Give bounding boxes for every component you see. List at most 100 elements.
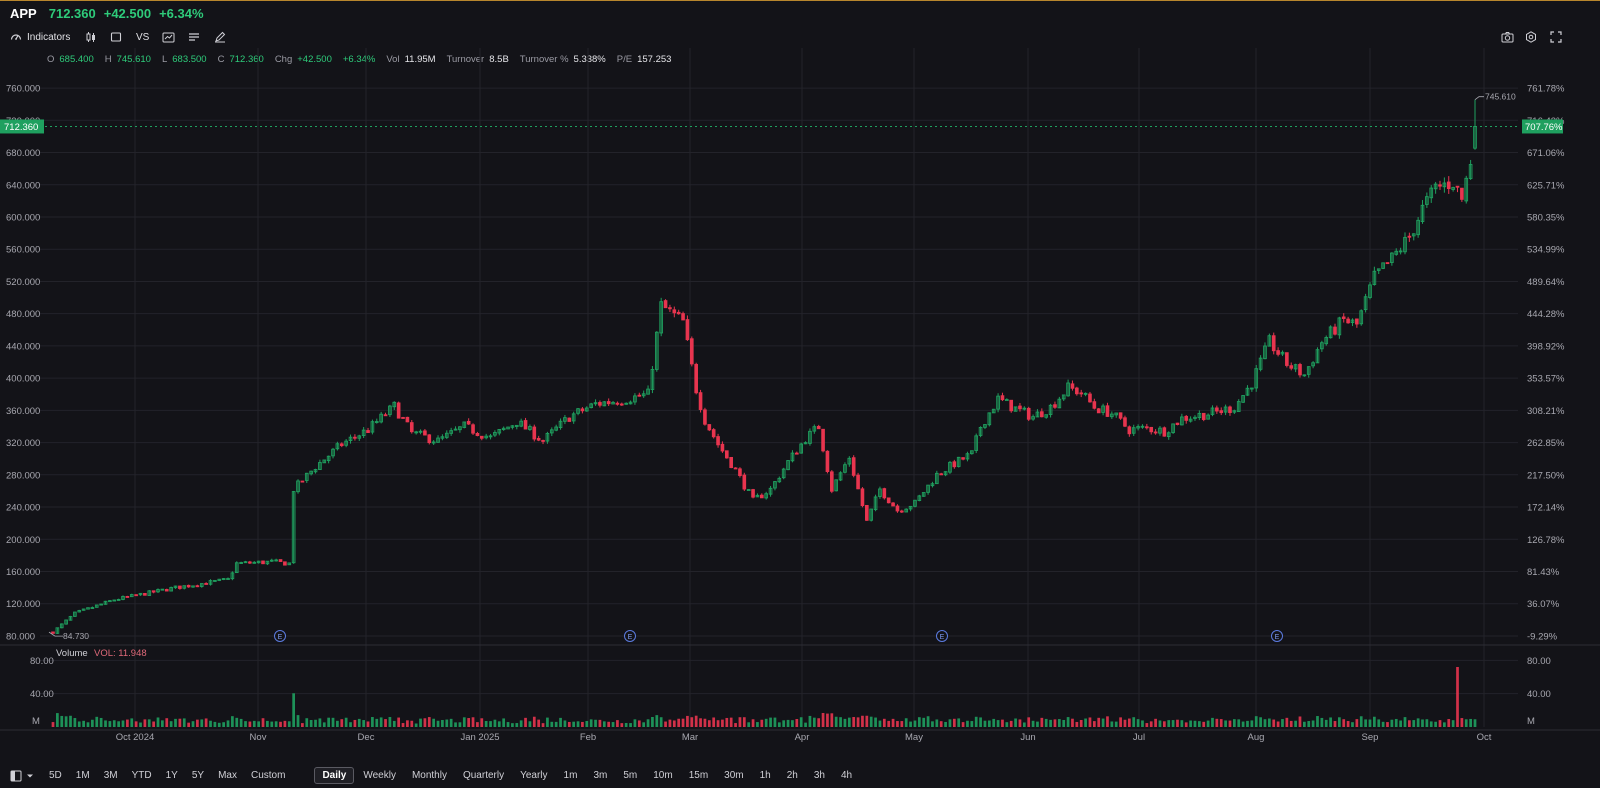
volume-bar bbox=[668, 719, 672, 727]
volume-bar bbox=[1421, 719, 1424, 727]
price-axis-label: 440.000 bbox=[6, 341, 40, 352]
volume-bar bbox=[64, 716, 68, 727]
candle-body bbox=[838, 472, 843, 481]
candle-body bbox=[1411, 233, 1416, 237]
candle-body bbox=[86, 607, 90, 610]
price-axis-label: 680.000 bbox=[6, 148, 40, 159]
interval-button[interactable]: Quarterly bbox=[462, 770, 505, 781]
candle-body bbox=[112, 599, 117, 602]
volume-bar bbox=[751, 719, 755, 727]
range-button[interactable]: 3M bbox=[103, 770, 118, 781]
time-axis-label: Mar bbox=[682, 732, 698, 743]
candle-body bbox=[252, 561, 257, 564]
interval-button[interactable]: Monthly bbox=[411, 770, 447, 781]
volume-bar bbox=[1464, 719, 1468, 727]
candle-body bbox=[444, 432, 449, 438]
volume-bar bbox=[532, 716, 536, 727]
interval-button[interactable]: 15m bbox=[688, 770, 709, 781]
layout-toggle[interactable] bbox=[0, 770, 42, 782]
interval-button[interactable]: Daily bbox=[314, 767, 355, 784]
candle-body bbox=[409, 422, 414, 433]
volume-bar bbox=[305, 718, 309, 727]
candle-body bbox=[1285, 352, 1289, 366]
interval-button[interactable]: 2h bbox=[786, 770, 798, 781]
screenshot-button[interactable] bbox=[1501, 26, 1514, 48]
volume-bar bbox=[296, 715, 300, 727]
volume-axis-unit-right: M bbox=[1527, 716, 1535, 727]
volume-bar bbox=[91, 719, 94, 727]
chart-template-button[interactable] bbox=[162, 26, 175, 48]
interval-button[interactable]: 1m bbox=[563, 770, 578, 781]
interval-button[interactable]: 4h bbox=[840, 770, 853, 781]
volume-bar bbox=[694, 715, 698, 727]
volume-bar bbox=[309, 720, 313, 727]
interval-button[interactable]: 3h bbox=[813, 770, 825, 781]
candle-body bbox=[261, 560, 265, 565]
gauge-icon bbox=[10, 34, 22, 40]
candle-body bbox=[803, 442, 808, 445]
volume-bar bbox=[252, 720, 256, 727]
range-button[interactable]: YTD bbox=[131, 770, 152, 781]
range-button[interactable]: 5D bbox=[49, 770, 62, 781]
interval-button[interactable]: 1h bbox=[759, 770, 771, 781]
volume-bar bbox=[581, 721, 584, 727]
volume-bar bbox=[681, 718, 685, 727]
volume-bar bbox=[99, 717, 103, 727]
candle-body bbox=[760, 494, 764, 499]
interval-button[interactable]: Weekly bbox=[363, 770, 396, 781]
volume-bar bbox=[957, 718, 961, 727]
candle-body bbox=[956, 456, 961, 467]
volume-bar bbox=[550, 721, 554, 727]
candle-body bbox=[624, 402, 628, 405]
volume-bar bbox=[301, 723, 304, 727]
volume-bar bbox=[82, 720, 85, 727]
list-button[interactable] bbox=[188, 26, 200, 48]
candle-body bbox=[1416, 219, 1420, 236]
volume-bar bbox=[414, 723, 418, 727]
interval-button[interactable]: Yearly bbox=[520, 770, 548, 781]
price-chart[interactable]: 760.000761.78%720.000716.43%680.000671.0… bbox=[0, 48, 1600, 760]
volume-bar bbox=[1022, 722, 1026, 727]
interval-button[interactable]: 30m bbox=[724, 770, 744, 781]
candle-body bbox=[1350, 319, 1355, 323]
volume-bar bbox=[489, 721, 492, 727]
fullscreen-button[interactable] bbox=[1550, 26, 1562, 48]
interval-button[interactable]: 10m bbox=[653, 770, 673, 781]
volume-bar bbox=[191, 721, 195, 727]
volume-bar bbox=[1154, 718, 1157, 727]
volume-bar bbox=[891, 718, 895, 727]
interval-button[interactable]: 3m bbox=[593, 770, 608, 781]
settings-button[interactable] bbox=[1525, 26, 1537, 48]
ticker-symbol[interactable]: APP bbox=[10, 5, 37, 21]
candle-body bbox=[322, 459, 327, 464]
draw-rect-button[interactable] bbox=[110, 26, 122, 48]
pct-axis-label: 671.06% bbox=[1527, 148, 1565, 159]
volume-bar bbox=[651, 717, 654, 727]
volume-bar bbox=[1399, 720, 1402, 727]
candle-body bbox=[348, 436, 353, 441]
range-button[interactable]: Custom bbox=[250, 770, 286, 781]
max-price-label: 745.610 bbox=[1485, 92, 1516, 102]
interval-button[interactable]: 5m bbox=[623, 770, 638, 781]
compare-button[interactable]: VS bbox=[136, 26, 149, 48]
candle-type-button[interactable] bbox=[85, 26, 97, 48]
range-button[interactable]: Max bbox=[218, 770, 237, 781]
earnings-marker bbox=[624, 630, 636, 642]
candle-body bbox=[1250, 387, 1254, 390]
volume-bar bbox=[1189, 720, 1192, 727]
candle-body bbox=[860, 488, 865, 507]
volume-bar bbox=[1408, 720, 1411, 727]
volume-bar bbox=[1036, 721, 1039, 727]
time-axis-label: Dec bbox=[358, 732, 375, 743]
candle-body bbox=[1280, 351, 1285, 355]
volume-bar bbox=[1097, 717, 1101, 727]
volume-bar bbox=[1381, 721, 1385, 727]
range-button[interactable]: 1Y bbox=[165, 770, 178, 781]
volume-bar bbox=[449, 718, 453, 727]
range-button[interactable]: 1M bbox=[75, 770, 90, 781]
range-button[interactable]: 5Y bbox=[191, 770, 205, 781]
drawing-tools-button[interactable] bbox=[214, 26, 226, 48]
indicators-button[interactable]: Indicators bbox=[10, 26, 70, 48]
candle-body bbox=[707, 424, 712, 431]
volume-bar bbox=[279, 721, 282, 727]
